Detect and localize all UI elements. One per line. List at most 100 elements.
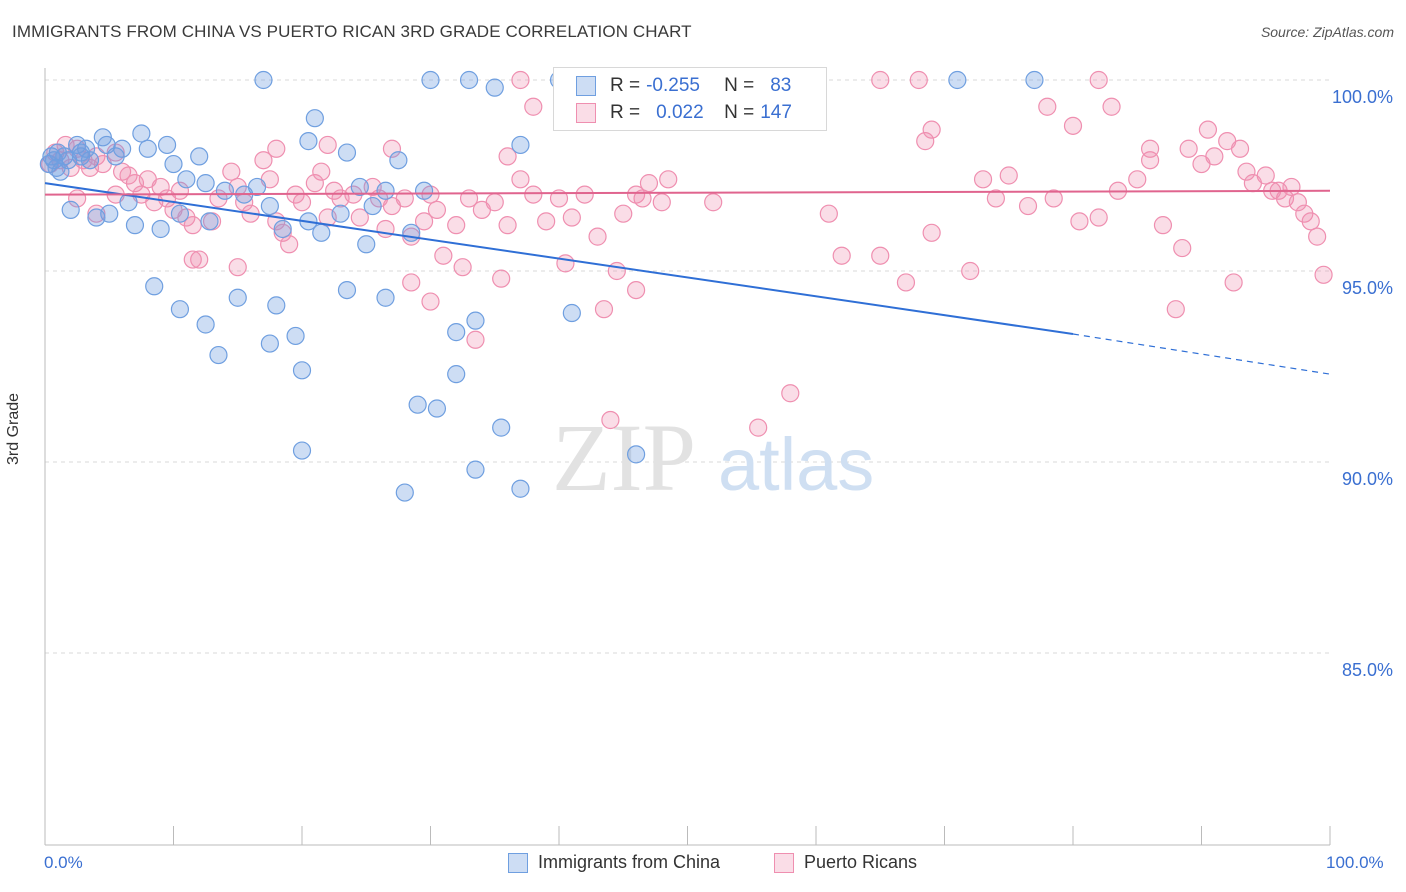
data-point-puerto-rican xyxy=(485,193,504,212)
data-point-puerto-rican xyxy=(119,166,138,185)
data-point-china xyxy=(177,170,196,189)
legend-r-value: -0.255 xyxy=(646,75,700,96)
data-point-china xyxy=(562,303,581,323)
data-point-china xyxy=(337,281,357,300)
data-point-puerto-rican xyxy=(871,246,890,265)
data-point-puerto-rican xyxy=(1282,177,1301,197)
data-point-puerto-rican xyxy=(1237,162,1256,181)
data-point-china xyxy=(267,296,286,315)
data-point-china xyxy=(389,151,408,170)
data-point-puerto-rican xyxy=(466,330,485,349)
data-point-china xyxy=(292,361,312,380)
data-point-puerto-rican xyxy=(1063,116,1083,135)
legend-swatch-puerto-rican xyxy=(576,103,596,123)
data-point-china xyxy=(190,147,209,166)
data-point-china xyxy=(254,70,273,90)
data-point-puerto-rican xyxy=(909,70,928,90)
data-point-china xyxy=(1025,70,1044,90)
data-point-puerto-rican xyxy=(395,189,414,208)
data-point-china xyxy=(414,181,434,200)
y-tick-label: 95.0% xyxy=(1342,278,1393,298)
data-point-puerto-rican xyxy=(434,246,453,265)
data-point-china xyxy=(286,326,305,346)
bottom-legend-swatch-puerto-rican xyxy=(774,852,794,873)
data-point-puerto-rican xyxy=(492,269,511,288)
data-point-puerto-rican xyxy=(1166,300,1185,319)
data-point-puerto-rican xyxy=(254,151,273,170)
data-point-china xyxy=(408,395,427,414)
y-tick-label: 90.0% xyxy=(1342,469,1393,489)
data-point-puerto-rican xyxy=(267,139,286,158)
trend-line-china-extension xyxy=(1072,333,1331,375)
watermark-zip: ZIP xyxy=(552,404,696,511)
data-point-puerto-rican xyxy=(498,216,517,235)
data-point-puerto-rican xyxy=(1308,227,1327,246)
legend-r-value: 0.022 xyxy=(656,102,704,123)
legend-r-label: R = xyxy=(610,102,641,123)
bottom-legend-label-puerto-rican: Puerto Ricans xyxy=(804,852,918,872)
data-point-china xyxy=(106,147,125,166)
data-point-puerto-rican xyxy=(1314,265,1333,284)
data-point-puerto-rican xyxy=(228,258,247,277)
data-point-puerto-rican xyxy=(511,70,530,90)
data-point-china xyxy=(196,174,215,193)
data-point-puerto-rican xyxy=(350,208,369,227)
data-point-puerto-rican xyxy=(498,147,517,166)
data-point-puerto-rican xyxy=(781,384,800,403)
data-point-puerto-rican xyxy=(601,410,620,430)
data-point-puerto-rican xyxy=(819,204,838,223)
legend-n-label: N = xyxy=(724,102,755,123)
trend-line-puerto-rican xyxy=(44,189,1331,196)
data-point-puerto-rican xyxy=(1256,166,1275,185)
data-point-puerto-rican xyxy=(402,273,421,292)
data-point-puerto-rican xyxy=(916,132,935,151)
data-point-puerto-rican xyxy=(633,189,652,208)
data-point-puerto-rican xyxy=(594,300,614,319)
data-point-china xyxy=(228,288,247,307)
data-point-china xyxy=(71,143,91,162)
data-point-china xyxy=(447,323,466,342)
legend-n-value: 147 xyxy=(760,102,792,123)
data-point-puerto-rican xyxy=(151,177,170,197)
data-point-puerto-rican xyxy=(652,193,671,212)
legend-row-china: R = -0.255 N = 83 xyxy=(576,74,791,98)
x-axis-min-label: 0.0% xyxy=(44,853,83,872)
bottom-legend-swatch-china xyxy=(508,852,528,873)
data-point-puerto-rican xyxy=(986,189,1006,208)
data-point-puerto-rican xyxy=(453,258,472,277)
data-point-china xyxy=(948,70,967,90)
data-point-china xyxy=(511,479,530,498)
data-point-puerto-rican xyxy=(273,223,292,242)
data-point-china xyxy=(215,181,234,200)
data-point-china xyxy=(350,177,369,197)
data-point-puerto-rican xyxy=(1140,139,1160,158)
data-point-puerto-rican xyxy=(1295,204,1314,223)
data-point-china xyxy=(132,124,151,143)
data-point-china xyxy=(138,139,157,158)
data-point-china xyxy=(459,70,479,90)
data-point-china xyxy=(376,181,395,200)
data-point-puerto-rican xyxy=(1018,196,1038,216)
chart-title: IMMIGRANTS FROM CHINA VS PUERTO RICAN 3R… xyxy=(12,22,692,41)
data-point-puerto-rican xyxy=(614,204,633,223)
data-point-china xyxy=(421,70,440,90)
data-point-puerto-rican xyxy=(1173,238,1192,258)
data-point-china xyxy=(87,208,106,227)
data-point-puerto-rican xyxy=(447,216,466,235)
y-axis-label: 3rd Grade xyxy=(5,392,22,465)
source-label: Source: ZipAtlas.com xyxy=(1260,24,1394,40)
legend-n-value: 83 xyxy=(770,75,792,96)
data-point-puerto-rican xyxy=(1102,97,1121,116)
puerto-rican-points xyxy=(41,70,1333,437)
legend-r-label: R = xyxy=(610,75,641,96)
data-point-puerto-rican xyxy=(749,418,768,437)
watermark-atlas: atlas xyxy=(718,423,874,506)
bottom-legend-puerto-rican: Puerto Ricans xyxy=(774,852,917,873)
data-point-china xyxy=(337,143,357,162)
data-point-puerto-rican xyxy=(626,281,646,300)
data-point-puerto-rican xyxy=(1224,273,1243,292)
data-point-puerto-rican xyxy=(318,135,337,155)
data-point-puerto-rican xyxy=(1044,189,1063,208)
data-point-china xyxy=(170,300,190,319)
